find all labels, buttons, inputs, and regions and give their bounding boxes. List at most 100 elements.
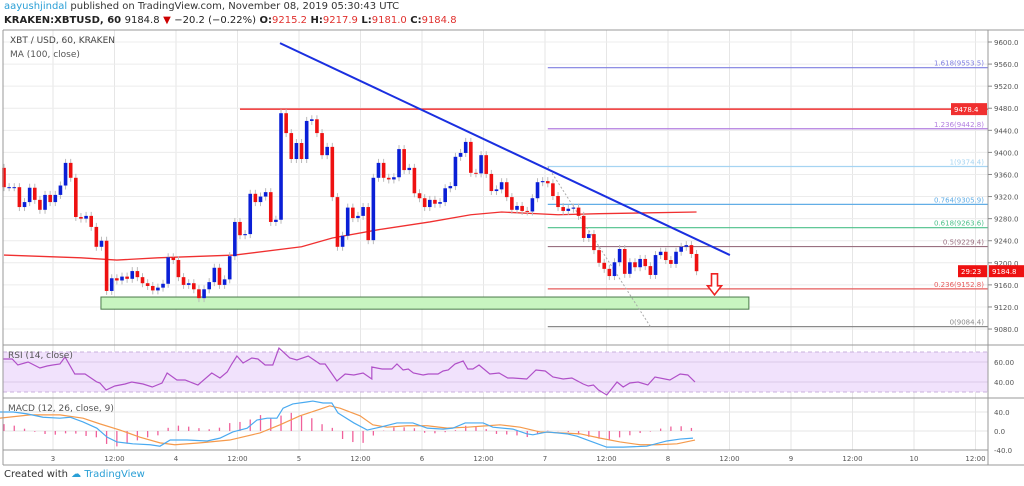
candle-up bbox=[427, 199, 432, 208]
time-tick-label: 5 bbox=[297, 455, 301, 463]
candle-down bbox=[581, 215, 586, 238]
candle-up bbox=[463, 141, 468, 153]
candle-down bbox=[474, 172, 478, 174]
candle-up bbox=[458, 152, 463, 157]
candle-down bbox=[525, 210, 530, 212]
candle-down bbox=[145, 283, 150, 286]
candle-up bbox=[207, 282, 211, 290]
candle-up bbox=[628, 262, 632, 274]
candle-down bbox=[125, 276, 129, 279]
last-price-label: 9184.8 bbox=[992, 268, 1017, 276]
macd-tick-label: 40.0 bbox=[994, 409, 1010, 417]
candle-down bbox=[520, 205, 524, 211]
candle-up bbox=[279, 113, 283, 220]
open-label: O: bbox=[259, 15, 273, 26]
ma-legend: MA (100, close) bbox=[10, 50, 80, 60]
candle-down bbox=[510, 197, 514, 210]
candle-up bbox=[63, 162, 68, 186]
candle-up bbox=[248, 193, 253, 235]
rsi-band bbox=[3, 352, 988, 392]
candle-up bbox=[294, 143, 299, 160]
candle-up bbox=[515, 205, 519, 210]
macd-pane bbox=[0, 400, 988, 451]
candle-down bbox=[268, 192, 273, 222]
candle-down bbox=[663, 251, 668, 261]
price-tick-label: 9560.0 bbox=[994, 61, 1019, 69]
candle-down bbox=[602, 262, 607, 269]
candle-down bbox=[171, 257, 176, 261]
candle-down bbox=[412, 167, 417, 194]
candle-up bbox=[407, 167, 412, 171]
time-tick-label: 12:00 bbox=[965, 455, 985, 463]
macd-tick-label: -40.0 bbox=[994, 447, 1012, 455]
candle-up bbox=[22, 202, 27, 208]
price-tick-label: 9440.0 bbox=[994, 127, 1019, 135]
candle-up bbox=[243, 234, 247, 236]
candle-up bbox=[7, 187, 11, 189]
time-tick-label: 3 bbox=[51, 455, 55, 463]
candle-down bbox=[299, 143, 304, 160]
tradingview-cloud-icon: ☁ bbox=[71, 469, 82, 480]
candle-down bbox=[150, 285, 155, 291]
candle-up bbox=[12, 187, 17, 189]
price-tick-label: 9400.0 bbox=[994, 149, 1019, 157]
candle-up bbox=[684, 245, 689, 247]
high-label: H: bbox=[310, 15, 323, 26]
candle-up bbox=[674, 251, 678, 264]
price-tick-label: 9520.0 bbox=[994, 83, 1019, 91]
candle-down bbox=[94, 226, 99, 247]
candle-up bbox=[617, 249, 622, 263]
candle-up bbox=[109, 278, 114, 291]
candle-down bbox=[17, 187, 22, 208]
candle-up bbox=[202, 289, 206, 299]
candle-up bbox=[166, 257, 170, 284]
rsi-tick-label: 40.00 bbox=[994, 379, 1014, 387]
candle-down bbox=[561, 207, 565, 211]
candle-down bbox=[643, 258, 648, 267]
time-tick-label: 12:00 bbox=[473, 455, 493, 463]
candle-down bbox=[648, 266, 653, 275]
candle-up bbox=[679, 246, 683, 252]
symbol-label: KRAKEN:XBTUSD, 60 bbox=[4, 15, 122, 26]
candle-up bbox=[99, 240, 104, 247]
time-tick-label: 12:00 bbox=[596, 455, 616, 463]
candle-down bbox=[74, 177, 78, 217]
chart-frame bbox=[2, 29, 1024, 466]
candle-down bbox=[217, 267, 222, 285]
open-value: 9215.2 bbox=[272, 15, 308, 26]
author-link[interactable]: aayushjindal bbox=[4, 1, 68, 12]
time-tick-label: 4 bbox=[174, 455, 179, 463]
price-tick-label: 9280.0 bbox=[994, 216, 1019, 224]
publish-info: aayushjindal published on TradingView.co… bbox=[4, 1, 399, 12]
candle-down bbox=[366, 207, 371, 241]
candle-up bbox=[161, 283, 165, 288]
candle-up bbox=[587, 234, 591, 238]
candle-up bbox=[356, 215, 360, 219]
candle-up bbox=[494, 189, 499, 192]
main-legend: XBT / USD, 60, KRAKEN bbox=[10, 36, 115, 46]
candle-up bbox=[310, 119, 314, 121]
candle-up bbox=[340, 235, 345, 247]
candle-down bbox=[192, 283, 196, 290]
candle-up bbox=[325, 146, 329, 156]
candle-up bbox=[274, 219, 278, 222]
candle-up bbox=[130, 271, 135, 279]
candle-down bbox=[68, 162, 73, 178]
price-tick-label: 9120.0 bbox=[994, 304, 1019, 312]
candle-up bbox=[479, 155, 483, 174]
macd-legend: MACD (12, 26, close, 9) bbox=[8, 404, 114, 414]
price-tick-label: 9480.0 bbox=[994, 105, 1019, 113]
candle-down bbox=[289, 133, 294, 160]
time-tick-label: 7 bbox=[543, 455, 547, 463]
tradingview-link[interactable]: TradingView bbox=[84, 469, 145, 480]
time-tick-label: 6 bbox=[420, 455, 425, 463]
time-tick-label: 8 bbox=[666, 455, 670, 463]
candle-down bbox=[2, 167, 6, 188]
high-value: 9217.9 bbox=[322, 15, 358, 26]
candle-up bbox=[443, 188, 447, 203]
candle-up bbox=[392, 177, 396, 180]
candle-up bbox=[612, 262, 617, 277]
macd-tick-label: 0.0 bbox=[994, 428, 1005, 436]
candle-up bbox=[156, 287, 160, 291]
